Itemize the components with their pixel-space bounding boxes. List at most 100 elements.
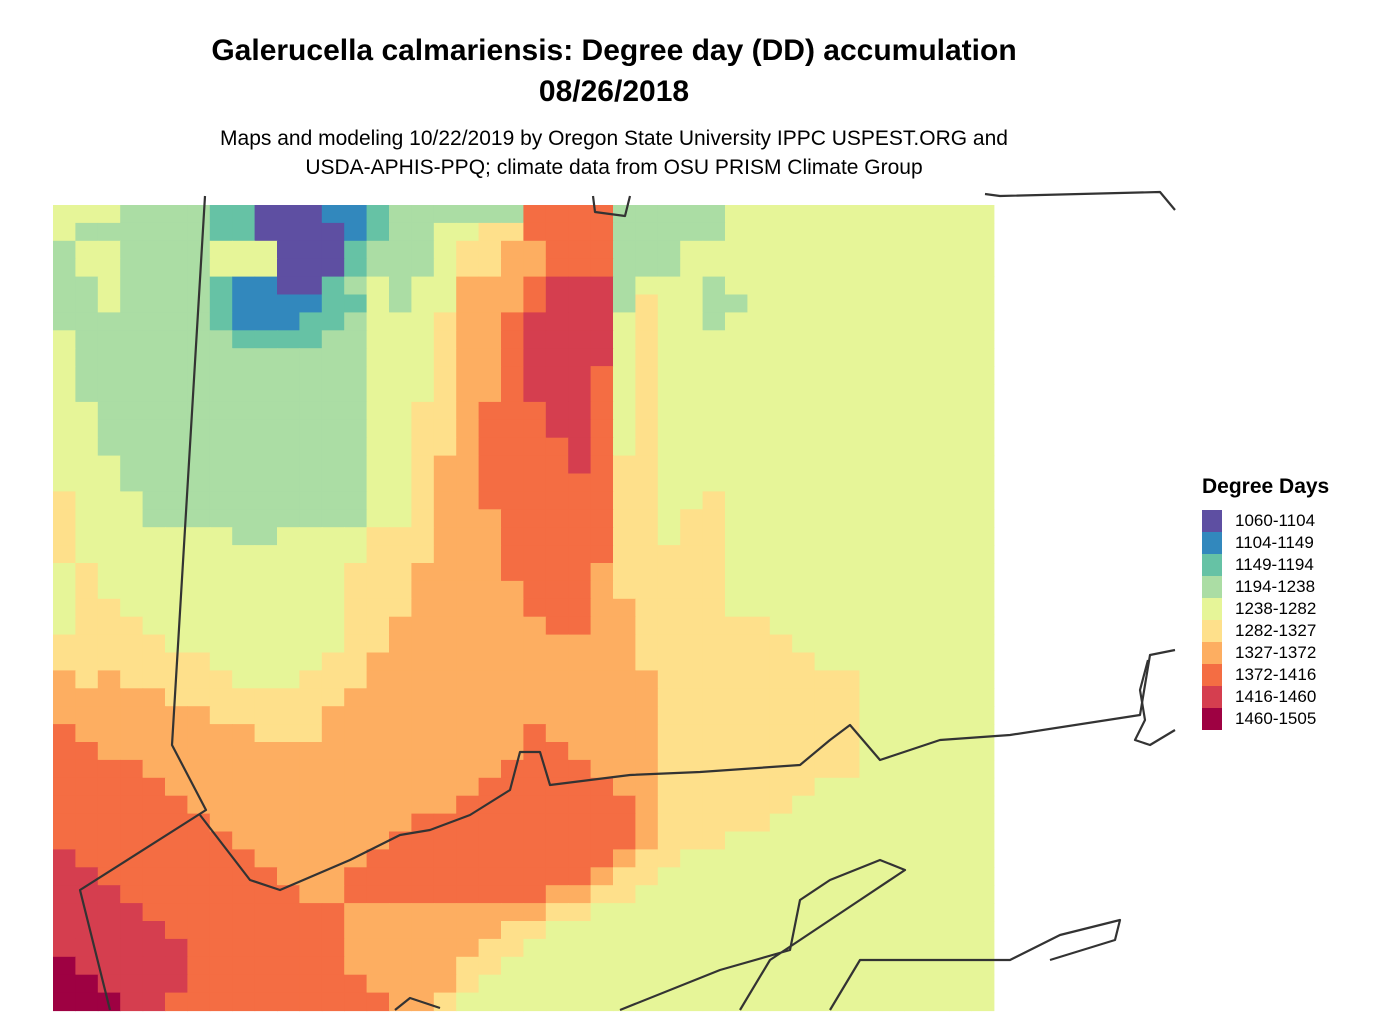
raster-cell — [657, 330, 681, 349]
raster-cell — [53, 634, 76, 654]
raster-cell — [613, 813, 636, 833]
raster-cell — [859, 831, 883, 850]
raster-cell — [837, 598, 860, 618]
raster-cell — [501, 688, 524, 707]
raster-cell — [389, 921, 412, 940]
raster-cell — [904, 276, 928, 296]
raster-cell — [75, 491, 99, 510]
raster-cell — [366, 527, 390, 546]
raster-cell — [568, 885, 592, 904]
raster-cell — [277, 276, 300, 296]
raster-cell — [187, 563, 211, 582]
raster-cell — [232, 616, 256, 636]
raster-cell — [635, 938, 659, 958]
raster-cell — [814, 419, 838, 439]
raster-cell — [613, 795, 636, 815]
raster-cell — [254, 921, 278, 940]
raster-cell — [635, 455, 659, 475]
raster-cell — [904, 455, 928, 475]
raster-cell — [814, 759, 838, 779]
raster-cell — [209, 455, 233, 475]
raster-cell — [545, 652, 569, 671]
raster-cell — [478, 348, 502, 367]
raster-cell — [613, 437, 636, 457]
raster-cell — [120, 831, 144, 850]
raster-cell — [344, 312, 368, 331]
raster-cell — [165, 276, 188, 296]
raster-cell — [456, 384, 480, 403]
raster-cell — [97, 688, 121, 707]
raster-cell — [792, 885, 816, 904]
raster-cell — [926, 563, 950, 582]
raster-cell — [433, 670, 457, 689]
raster-cell — [97, 276, 121, 296]
raster-cell — [75, 366, 99, 385]
raster-cell — [837, 205, 860, 224]
raster-cell — [702, 455, 726, 475]
raster-cell — [881, 938, 905, 958]
raster-cell — [949, 205, 972, 224]
raster-cell — [478, 670, 502, 689]
raster-cell — [344, 545, 368, 564]
raster-cell — [904, 670, 928, 689]
raster-cell — [389, 205, 412, 224]
raster-cell — [545, 849, 569, 868]
raster-cell — [165, 473, 188, 492]
raster-cell — [209, 742, 233, 761]
raster-cell — [187, 903, 211, 922]
raster-cell — [165, 222, 188, 242]
raster-cell — [881, 598, 905, 618]
raster-cell — [53, 992, 76, 1012]
raster-cell — [209, 867, 233, 886]
raster-cell — [725, 903, 748, 922]
raster-cell — [209, 956, 233, 976]
raster-cell — [680, 419, 704, 439]
raster-cell — [254, 580, 278, 600]
raster-cell — [97, 634, 121, 654]
raster-cell — [254, 294, 278, 313]
raster-cell — [747, 777, 771, 797]
raster-cell — [680, 724, 704, 743]
raster-cell — [635, 491, 659, 510]
raster-cell — [321, 491, 345, 510]
raster-cell — [545, 419, 569, 439]
raster-cell — [590, 742, 614, 761]
raster-cell — [545, 312, 569, 331]
raster-cell — [926, 276, 950, 296]
raster-cell — [769, 724, 793, 743]
raster-cell — [680, 921, 704, 940]
raster-cell — [75, 598, 99, 618]
raster-cell — [792, 294, 816, 313]
raster-cell — [635, 366, 659, 385]
raster-cell — [321, 348, 345, 367]
raster-cell — [926, 527, 950, 546]
raster-cell — [366, 867, 390, 886]
raster-cell — [926, 742, 950, 761]
raster-cell — [411, 563, 435, 582]
raster-cell — [299, 831, 323, 850]
raster-cell — [881, 455, 905, 475]
raster-cell — [837, 831, 860, 850]
raster-cell — [277, 849, 300, 868]
raster-cell — [926, 312, 950, 331]
raster-cell — [478, 921, 502, 940]
raster-cell — [97, 205, 121, 224]
raster-cell — [747, 921, 771, 940]
raster-cell — [344, 491, 368, 510]
raster-cell — [165, 437, 188, 457]
raster-cell — [926, 634, 950, 654]
raster-cell — [366, 616, 390, 636]
raster-cell — [120, 777, 144, 797]
raster-cell — [344, 813, 368, 833]
raster-cell — [747, 491, 771, 510]
raster-cell — [366, 921, 390, 940]
raster-cell — [523, 652, 547, 671]
raster-cell — [792, 258, 816, 278]
raster-cell — [366, 366, 390, 385]
raster-cell — [232, 956, 256, 976]
raster-cell — [769, 419, 793, 439]
raster-cell — [725, 849, 748, 868]
raster-cell — [657, 938, 681, 958]
raster-cell — [814, 563, 838, 582]
raster-cell — [747, 401, 771, 421]
